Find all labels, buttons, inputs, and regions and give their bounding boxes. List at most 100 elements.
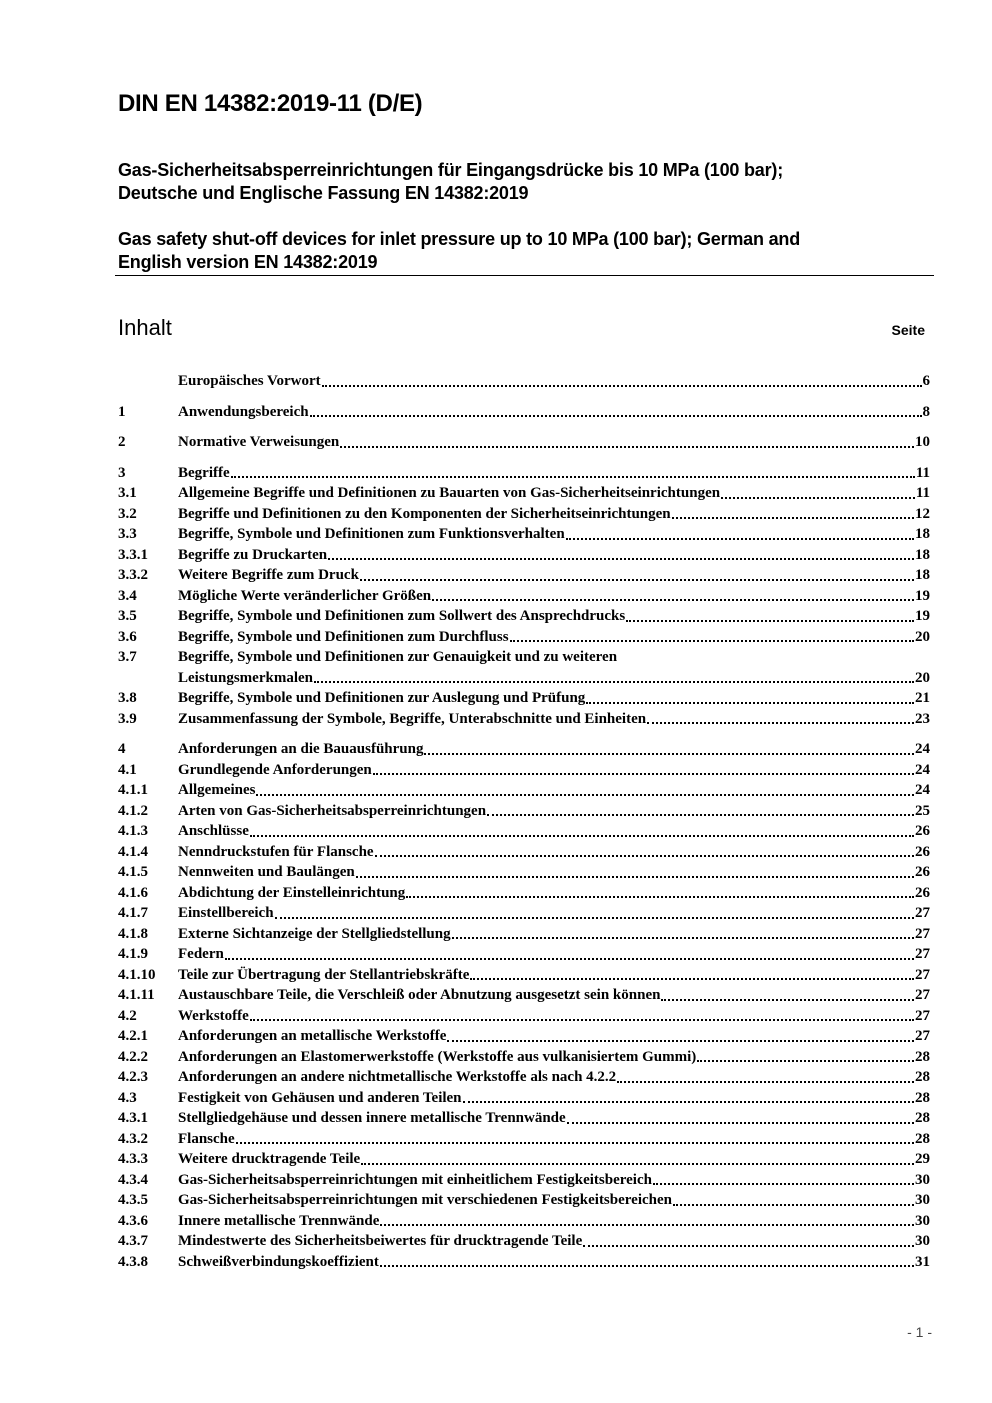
toc-entry-page[interactable]: 27 <box>915 987 930 1003</box>
toc-entry[interactable]: 4.1.3 Anschlüsse 26 <box>118 821 930 842</box>
toc-entry-page[interactable]: 11 <box>915 485 930 501</box>
toc-entry[interactable]: 3.2 Begriffe und Definitionen zu den Komp… <box>118 504 930 525</box>
toc-entry[interactable]: 4.2.3 Anforderungen an andere nichtmetall… <box>118 1067 930 1088</box>
toc-entry-page[interactable]: 27 <box>915 925 930 942</box>
toc-entry-title[interactable]: Festigkeit von Gehäusen und anderen Teil… <box>178 1089 462 1106</box>
toc-entry-title[interactable]: Begriffe <box>178 464 230 481</box>
toc-entry[interactable]: 4.1.4 Nenndruckstufen für Flansche 26 <box>118 842 930 863</box>
toc-entry-page[interactable]: 27 <box>915 1028 930 1044</box>
toc-entry[interactable]: 4.2.1 Anforderungen an metallische Werkst… <box>118 1026 930 1047</box>
toc-entry-page[interactable]: 23 <box>915 710 930 727</box>
toc-entry[interactable]: 4.1.9 Federn 27 <box>118 944 930 965</box>
toc-entry[interactable]: 4.3.4 Gas-Sicherheitsabsperreinrichtungen… <box>118 1170 930 1191</box>
toc-entry[interactable]: 3.6 Begriffe, Symbole und Definitionen zu… <box>118 627 930 648</box>
toc-entry[interactable]: 4.3.3 Weitere drucktragende Teile 29 <box>118 1149 930 1170</box>
toc-entry-page[interactable]: 30 <box>915 1192 930 1208</box>
toc-entry-title[interactable]: Arten von Gas-Sicherheitsabsperreinricht… <box>178 802 487 819</box>
toc-entry[interactable]: 4.1.2 Arten von Gas-Sicherheitsabsperrein… <box>118 801 930 822</box>
toc-entry-page[interactable]: 28 <box>915 1069 930 1085</box>
toc-entry-page[interactable]: 18 <box>915 567 930 583</box>
toc-entry[interactable]: 4.1.5 Nennweiten und Baulängen 26 <box>118 862 930 883</box>
toc-entry-title[interactable]: Anwendungsbereich <box>178 403 309 420</box>
toc-entry-title[interactable]: Gas-Sicherheitsabsperreinrichtungen mit … <box>178 1192 672 1208</box>
toc-entry-title[interactable]: Flansche <box>178 1130 235 1147</box>
toc-entry-title[interactable]: Begriffe, Symbole und Definitionen zur A… <box>178 690 586 706</box>
toc-entry[interactable]: 4.3.2 Flansche 28 <box>118 1129 930 1150</box>
toc-entry[interactable]: 3.1 Allgemeine Begriffe und Definitionen … <box>118 483 930 504</box>
toc-entry[interactable]: 3.8 Begriffe, Symbole und Definitionen zu… <box>118 688 930 709</box>
toc-entry-page[interactable]: 30 <box>915 1171 930 1188</box>
toc-entry[interactable]: 3 Begriffe 11 <box>118 463 930 484</box>
toc-entry-title[interactable]: Leistungsmerkmalen <box>178 669 313 686</box>
toc-entry-page[interactable]: 6 <box>922 373 931 389</box>
toc-entry[interactable]: 4.3.7 Mindestwerte des Sicherheitsbeiwert… <box>118 1231 930 1252</box>
toc-entry[interactable]: 4 Anforderungen an die Bauausführung 24 <box>118 739 930 760</box>
toc-entry-title[interactable]: Allgemeine Begriffe und Definitionen zu … <box>178 485 721 501</box>
toc-entry[interactable]: Europäisches Vorwort 6 <box>118 371 930 392</box>
toc-entry-page[interactable]: 26 <box>915 864 930 880</box>
toc-entry-page[interactable]: 25 <box>915 802 930 819</box>
toc-entry-title[interactable]: Weitere Begriffe zum Druck <box>178 567 359 583</box>
toc-entry-page[interactable]: 31 <box>915 1253 930 1270</box>
toc-entry[interactable]: 4.1.10 Teile zur Übertragung der Stellant… <box>118 965 930 986</box>
toc-entry-page[interactable]: 30 <box>915 1233 930 1249</box>
toc-entry-page[interactable]: 10 <box>915 434 930 450</box>
toc-entry-title[interactable]: Allgemeines <box>178 782 256 798</box>
toc-entry[interactable]: 3.3.1 Begriffe zu Druckarten 18 <box>118 545 930 566</box>
toc-entry-title[interactable]: Externe Sichtanzeige der Stellgliedstell… <box>178 925 451 942</box>
toc-entry[interactable]: 3.9 Zusammenfassung der Symbole, Begriffe… <box>118 709 930 730</box>
toc-entry-page[interactable]: 26 <box>915 884 930 901</box>
toc-entry[interactable]: Leistungsmerkmalen 20 <box>118 668 930 689</box>
toc-entry-title[interactable]: Abdichtung der Einstelleinrichtung <box>178 884 406 901</box>
toc-entry[interactable]: 2 Normative Verweisungen 10 <box>118 432 930 453</box>
toc-entry-page[interactable]: 28 <box>915 1130 930 1147</box>
toc-entry-title[interactable]: Stellgliedgehäuse und dessen innere meta… <box>178 1110 566 1126</box>
toc-entry-title[interactable]: Begriffe, Symbole und Definitionen zum F… <box>178 526 565 542</box>
toc-entry[interactable]: 4.3.6 Innere metallische Trennwände 30 <box>118 1211 930 1232</box>
toc-entry-page[interactable]: 21 <box>915 690 930 706</box>
toc-entry-page[interactable]: 27 <box>915 946 930 962</box>
toc-entry[interactable]: 4.2 Werkstoffe 27 <box>118 1006 930 1027</box>
toc-entry[interactable]: 4.3.5 Gas-Sicherheitsabsperreinrichtungen… <box>118 1190 930 1211</box>
toc-entry-page[interactable]: 19 <box>915 587 930 604</box>
toc-entry-title[interactable]: Anforderungen an Elastomerwerkstoffe (We… <box>178 1048 697 1065</box>
toc-entry-title[interactable]: Anforderungen an die Bauausführung <box>178 741 424 757</box>
toc-entry-title[interactable]: Gas-Sicherheitsabsperreinrichtungen mit … <box>178 1171 652 1188</box>
toc-entry-title[interactable]: Mindestwerte des Sicherheitsbeiwertes fü… <box>178 1233 583 1249</box>
toc-entry-page[interactable]: 30 <box>915 1212 930 1229</box>
toc-entry[interactable]: 4.3.1 Stellgliedgehäuse und dessen innere… <box>118 1108 930 1129</box>
toc-entry-title[interactable]: Austauschbare Teile, die Verschleiß oder… <box>178 987 661 1003</box>
toc-entry-title[interactable]: Anschlüsse <box>178 823 249 839</box>
toc-entry-title[interactable]: Schweißverbindungskoeffizient <box>178 1253 379 1270</box>
toc-entry[interactable]: 4.1.6 Abdichtung der Einstelleinrichtung 2… <box>118 883 930 904</box>
toc-entry-title[interactable]: Nenndruckstufen für Flansche <box>178 843 374 860</box>
toc-entry[interactable]: 3.5 Begriffe, Symbole und Definitionen zu… <box>118 606 930 627</box>
toc-entry[interactable]: 4.1.8 Externe Sichtanzeige der Stellglied… <box>118 924 930 945</box>
toc-entry[interactable]: 4.3.8 Schweißverbindungskoeffizient 31 <box>118 1252 930 1273</box>
toc-entry-page[interactable]: 18 <box>915 526 930 542</box>
toc-entry-page[interactable]: 28 <box>915 1089 930 1106</box>
toc-entry-title[interactable]: Begriffe, Symbole und Definitionen zum D… <box>178 628 509 645</box>
toc-entry-page[interactable]: 24 <box>915 741 930 757</box>
toc-entry-title[interactable]: Teile zur Übertragung der Stellantriebsk… <box>178 966 470 983</box>
toc-entry-page[interactable]: 11 <box>915 464 930 481</box>
toc-entry-page[interactable]: 20 <box>915 669 930 686</box>
toc-entry-title[interactable]: Zusammenfassung der Symbole, Begriffe, U… <box>178 710 647 727</box>
toc-entry[interactable]: 1 Anwendungsbereich 8 <box>118 402 930 423</box>
toc-entry-page[interactable]: 24 <box>915 782 930 798</box>
toc-entry-page[interactable]: 27 <box>915 905 930 921</box>
toc-entry-title[interactable]: Grundlegende Anforderungen <box>178 761 372 778</box>
toc-entry-page[interactable]: 20 <box>915 628 930 645</box>
toc-entry-page[interactable]: 28 <box>915 1048 930 1065</box>
toc-entry-page[interactable]: 28 <box>915 1110 930 1126</box>
toc-entry-title[interactable]: Anforderungen an metallische Werkstoffe <box>178 1028 447 1044</box>
toc-entry-page[interactable]: 8 <box>922 403 931 420</box>
toc-entry[interactable]: 3.3 Begriffe, Symbole und Definitionen zu… <box>118 524 930 545</box>
toc-entry[interactable]: 4.1 Grundlegende Anforderungen 24 <box>118 760 930 781</box>
toc-entry-page[interactable]: 19 <box>915 608 930 624</box>
toc-entry[interactable]: 4.1.1 Allgemeines 24 <box>118 780 930 801</box>
toc-entry-page[interactable]: 27 <box>915 1007 930 1024</box>
toc-entry-title[interactable]: Mögliche Werte veränderlicher Größen <box>178 587 432 604</box>
toc-entry[interactable]: 4.1.7 Einstellbereich 27 <box>118 903 930 924</box>
toc-entry[interactable]: 3.4 Mögliche Werte veränderlicher Größen 1… <box>118 586 930 607</box>
